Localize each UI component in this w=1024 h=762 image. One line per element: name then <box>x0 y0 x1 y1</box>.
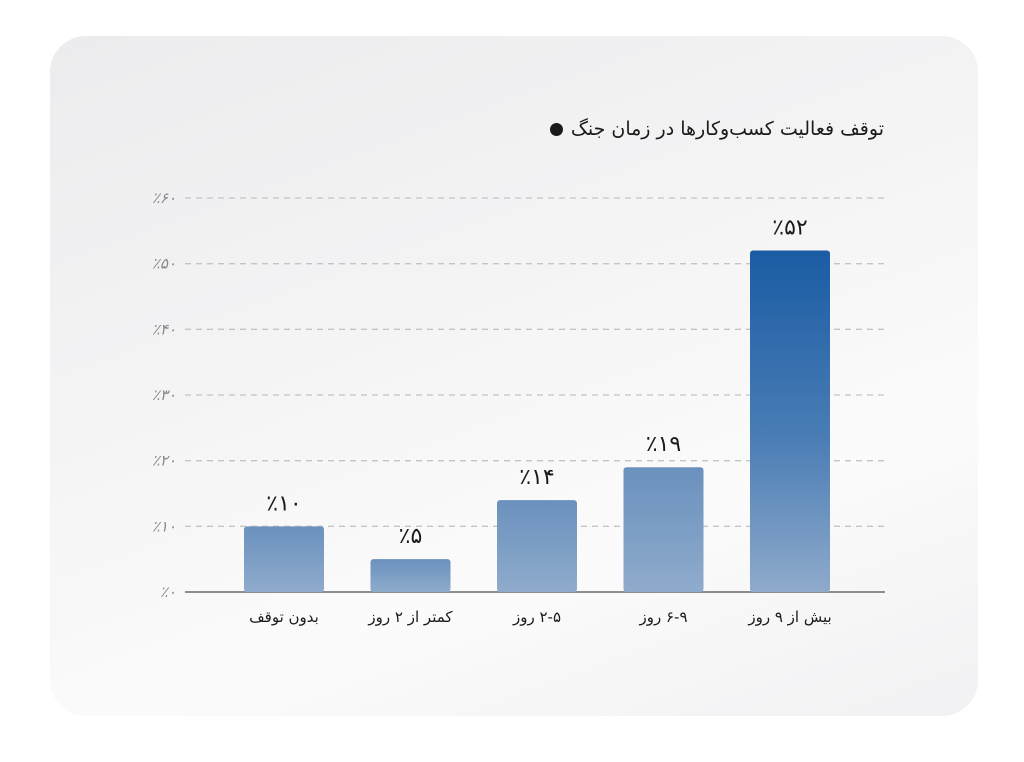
x-category-label: کمتر از ۲ روز <box>367 608 453 626</box>
y-tick-label: ٪۶۰ <box>152 189 176 207</box>
value-label: ٪۱۹ <box>646 432 681 457</box>
bar-1 <box>244 526 324 592</box>
bar-4 <box>623 467 704 592</box>
value-label: ٪۵۲ <box>772 216 807 241</box>
bar-5 <box>750 250 830 593</box>
y-tick-label: ٪۳۰ <box>152 386 176 404</box>
x-category-label: ۲-۵ روز <box>512 608 561 626</box>
value-label: ٪۱۰ <box>266 491 301 516</box>
y-tick-label: ٪۲۰ <box>152 452 176 470</box>
chart-title-row: توقف فعالیت کسب‌وکارها در زمان جنگ <box>549 118 884 140</box>
value-label: ٪۱۴ <box>519 465 554 490</box>
x-category-label: بدون توقف <box>249 608 319 626</box>
x-category-label: بیش از ۹ روز <box>747 608 831 626</box>
y-tick-label: ٪۰ <box>160 583 176 601</box>
y-tick-label: ٪۴۰ <box>152 320 176 338</box>
value-label: ٪۵ <box>399 524 423 549</box>
bar-3 <box>497 500 577 592</box>
y-tick-label: ٪۵۰ <box>152 255 176 273</box>
chart-title: توقف فعالیت کسب‌وکارها در زمان جنگ <box>570 118 884 140</box>
y-tick-label: ٪۱۰ <box>152 517 176 535</box>
bar-2 <box>370 559 451 592</box>
bullet-dot-icon <box>549 122 563 136</box>
x-category-label: ۶-۹ روز <box>638 608 687 626</box>
